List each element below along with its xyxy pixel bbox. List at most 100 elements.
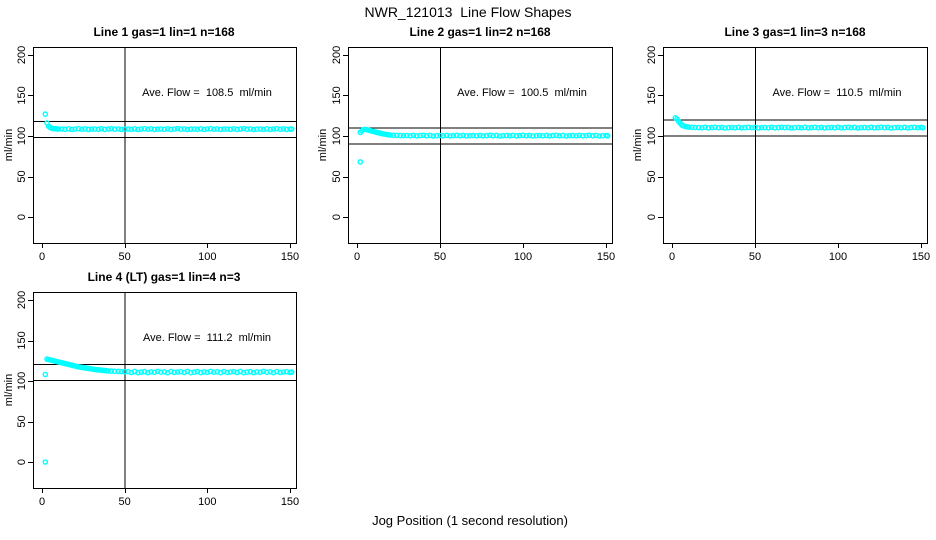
data-point [387, 132, 394, 138]
data-point [785, 124, 792, 131]
data-point [858, 124, 865, 131]
data-point [453, 132, 460, 139]
data-point [148, 126, 154, 132]
data-point [586, 132, 593, 139]
y-tick-label: 0 [646, 214, 658, 220]
data-point [244, 126, 250, 132]
data-point [273, 125, 280, 132]
data-point [473, 132, 480, 139]
ave-flow-label-2: Ave. Flow = 100.5 ml/min [457, 87, 587, 99]
data-point [460, 132, 467, 139]
data-point [795, 124, 802, 131]
y-tick-label: 150 [16, 331, 28, 349]
data-point [871, 125, 878, 131]
data-point [553, 132, 560, 139]
data-point [55, 126, 62, 132]
data-point [510, 132, 516, 139]
data-point [393, 132, 400, 139]
subplot-2: 0 50 100 150 0 50 100 150 200 [331, 46, 615, 263]
data-point [277, 369, 283, 376]
data-point [108, 125, 115, 132]
data-point [237, 126, 244, 132]
data-point [762, 124, 768, 131]
data-point [224, 369, 230, 376]
data-point [782, 124, 788, 131]
data-point [881, 124, 888, 131]
data-point [407, 132, 413, 139]
x-tick-label: 100 [829, 251, 847, 263]
data-point [745, 124, 752, 131]
y-tick-label: 150 [646, 86, 658, 104]
data-point [868, 124, 875, 131]
data-point [240, 369, 247, 376]
data-point [748, 124, 755, 131]
subplot-title-line-3: Line 3 gas=1 lin=3 n=168 [724, 25, 866, 39]
data-point [250, 369, 257, 376]
data-point [450, 132, 457, 139]
data-point [141, 125, 148, 132]
scatter-points [357, 126, 611, 165]
data-point [742, 124, 748, 131]
data-point [65, 126, 72, 132]
data-point [413, 133, 420, 139]
data-point [78, 126, 85, 132]
data-point [500, 132, 506, 139]
y-axis-label-2: ml/min [317, 128, 329, 162]
data-point [417, 132, 423, 139]
y-tick-label: 150 [16, 86, 28, 104]
data-point [270, 126, 277, 132]
data-point [523, 132, 530, 139]
data-point [831, 125, 838, 131]
data-point [128, 126, 135, 133]
x-tick-label: 0 [354, 251, 360, 263]
data-point [125, 126, 131, 132]
data-point [111, 368, 118, 375]
data-point [171, 369, 178, 376]
data-point [390, 132, 397, 139]
data-point [705, 125, 712, 131]
data-point [227, 369, 234, 375]
data-point [403, 132, 410, 139]
data-point [217, 126, 224, 133]
data-point [550, 132, 556, 139]
data-point [546, 133, 553, 139]
data-point [768, 124, 775, 131]
data-point [437, 132, 443, 139]
data-point [685, 124, 692, 130]
data-point [901, 124, 908, 131]
data-point [802, 124, 808, 131]
data-point [247, 126, 254, 132]
data-point [280, 369, 287, 375]
data-point [885, 124, 891, 131]
data-point [118, 126, 125, 133]
y-axis-label-1: ml/min [3, 128, 15, 162]
data-point [556, 132, 563, 139]
data-point [483, 132, 490, 139]
y-tick-label: 100 [331, 127, 343, 145]
data-point [260, 126, 267, 133]
data-point [280, 126, 287, 132]
data-point [788, 125, 795, 131]
data-point [855, 125, 861, 131]
data-point [171, 126, 178, 132]
data-point [513, 133, 520, 139]
data-point [151, 126, 158, 133]
data-point [164, 126, 171, 132]
data-point [221, 126, 227, 132]
data-point [808, 124, 815, 131]
data-point [506, 132, 513, 139]
data-point [267, 126, 274, 133]
data-point [158, 126, 164, 132]
data-point [158, 369, 164, 376]
data-point [357, 159, 364, 165]
data-point [919, 124, 926, 131]
data-point [604, 132, 611, 139]
data-point [493, 132, 500, 139]
x-tick-label: 50 [119, 251, 131, 263]
data-point [168, 126, 174, 133]
data-point [516, 132, 523, 139]
data-point [174, 125, 181, 132]
data-point [115, 126, 121, 132]
data-point [211, 126, 217, 132]
data-point [821, 125, 828, 131]
